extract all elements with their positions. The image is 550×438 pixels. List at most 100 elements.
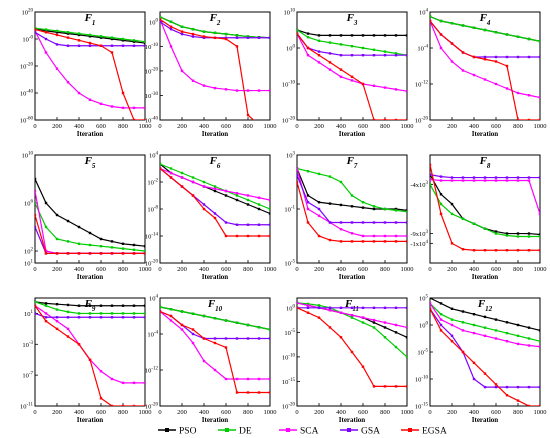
data-point-sca xyxy=(202,185,206,188)
data-point-gsa xyxy=(246,223,250,226)
data-point-de xyxy=(372,326,376,329)
data-point-sca xyxy=(306,304,310,307)
data-point-gsa xyxy=(44,316,48,319)
data-point-gsa xyxy=(538,385,540,389)
data-point-gsa xyxy=(439,175,443,178)
data-point-de xyxy=(213,185,217,188)
data-point-de xyxy=(297,28,299,32)
data-point-gsa xyxy=(160,20,162,24)
x-tick-label: 0 xyxy=(295,123,298,130)
data-point-gsa xyxy=(372,221,376,224)
x-tick-label: 1000 xyxy=(401,123,414,130)
data-point-pso xyxy=(224,194,228,197)
data-point-pso xyxy=(439,302,443,305)
data-point-gsa xyxy=(66,316,70,319)
data-point-egsa xyxy=(439,329,443,332)
data-point-sca xyxy=(394,88,398,91)
data-point-egsa xyxy=(538,249,540,252)
data-point-egsa xyxy=(88,41,92,45)
data-point-egsa xyxy=(257,391,261,394)
x-tick-label: 400 xyxy=(199,123,209,130)
data-point-de xyxy=(121,312,125,315)
data-point-pso xyxy=(99,36,103,39)
data-point-egsa xyxy=(328,61,332,64)
data-point-sca xyxy=(405,326,407,329)
data-point-pso xyxy=(450,202,454,206)
data-point-sca xyxy=(472,179,476,182)
data-point-de xyxy=(350,45,354,48)
data-point-sca xyxy=(110,377,114,381)
data-point-egsa xyxy=(372,240,376,243)
data-point-de xyxy=(317,304,321,307)
data-point-gsa xyxy=(505,176,509,179)
y-tick-label: 10-5 xyxy=(417,349,428,357)
data-point-gsa xyxy=(472,377,476,381)
data-point-egsa xyxy=(297,180,299,184)
data-point-sca xyxy=(383,234,387,238)
data-point-sca xyxy=(450,60,454,63)
x-tick-label: 400 xyxy=(74,123,84,130)
data-point-egsa xyxy=(77,252,81,255)
data-point-sca xyxy=(180,176,184,179)
x-tick-label: 0 xyxy=(158,266,161,273)
data-point-gsa xyxy=(132,316,136,319)
data-point-gsa xyxy=(257,36,261,39)
x-tick-label: 200 xyxy=(447,409,457,416)
y-tick-label: 10-1 xyxy=(284,206,295,214)
plot-frame xyxy=(429,154,541,264)
data-point-pso xyxy=(66,32,70,35)
y-tick-label: 10-14 xyxy=(145,233,159,241)
data-point-de xyxy=(160,15,162,19)
data-point-sca xyxy=(235,192,239,195)
data-point-sca xyxy=(328,309,332,312)
y-tick-label: 10-12 xyxy=(415,81,429,89)
data-point-egsa xyxy=(66,335,70,338)
data-point-egsa xyxy=(202,35,206,38)
data-point-egsa xyxy=(450,340,454,343)
x-tick-label: 0 xyxy=(33,266,36,273)
data-point-de xyxy=(339,43,343,46)
data-point-de xyxy=(235,34,239,37)
data-point-pso xyxy=(394,34,398,37)
data-point-sca xyxy=(99,102,103,105)
data-point-sca xyxy=(405,234,407,238)
data-point-sca xyxy=(372,234,376,238)
data-point-pso xyxy=(213,189,217,193)
data-point-gsa xyxy=(350,221,354,224)
data-point-sca xyxy=(383,86,387,89)
data-point-egsa xyxy=(297,306,299,310)
data-point-egsa xyxy=(246,234,250,238)
plot-frame xyxy=(429,11,541,121)
data-point-egsa xyxy=(44,319,48,323)
data-point-sca xyxy=(516,342,520,346)
subplot-title: F9 xyxy=(84,298,96,313)
data-point-pso xyxy=(143,304,145,307)
x-tick-label: 200 xyxy=(52,266,62,273)
data-point-sca xyxy=(55,67,59,70)
data-point-sca xyxy=(430,302,432,305)
x-tick-label: 600 xyxy=(358,266,368,273)
data-point-gsa xyxy=(88,44,92,47)
data-point-pso xyxy=(257,207,261,211)
y-tick-label: 10-5 xyxy=(284,260,295,268)
data-point-pso xyxy=(66,219,70,223)
x-axis-label: Iteration xyxy=(339,273,366,281)
y-tick-label: 10-2 xyxy=(147,179,158,187)
data-point-gsa xyxy=(350,54,354,57)
data-point-sca xyxy=(439,179,443,182)
data-point-gsa xyxy=(143,44,145,47)
data-point-sca xyxy=(132,106,136,110)
data-point-gsa xyxy=(121,316,125,319)
y-tick-label: 10-40 xyxy=(20,90,34,98)
data-point-egsa xyxy=(132,252,136,255)
data-point-de xyxy=(505,331,509,335)
data-point-sca xyxy=(180,69,184,73)
data-point-sca xyxy=(361,316,365,319)
plot-frame xyxy=(159,11,271,121)
y-tick-label: 10-10 xyxy=(145,43,159,51)
x-tick-label: 600 xyxy=(358,123,368,130)
data-point-sca xyxy=(121,106,125,110)
data-point-egsa xyxy=(160,310,162,313)
data-point-sca xyxy=(121,381,125,385)
data-point-sca xyxy=(268,89,270,92)
